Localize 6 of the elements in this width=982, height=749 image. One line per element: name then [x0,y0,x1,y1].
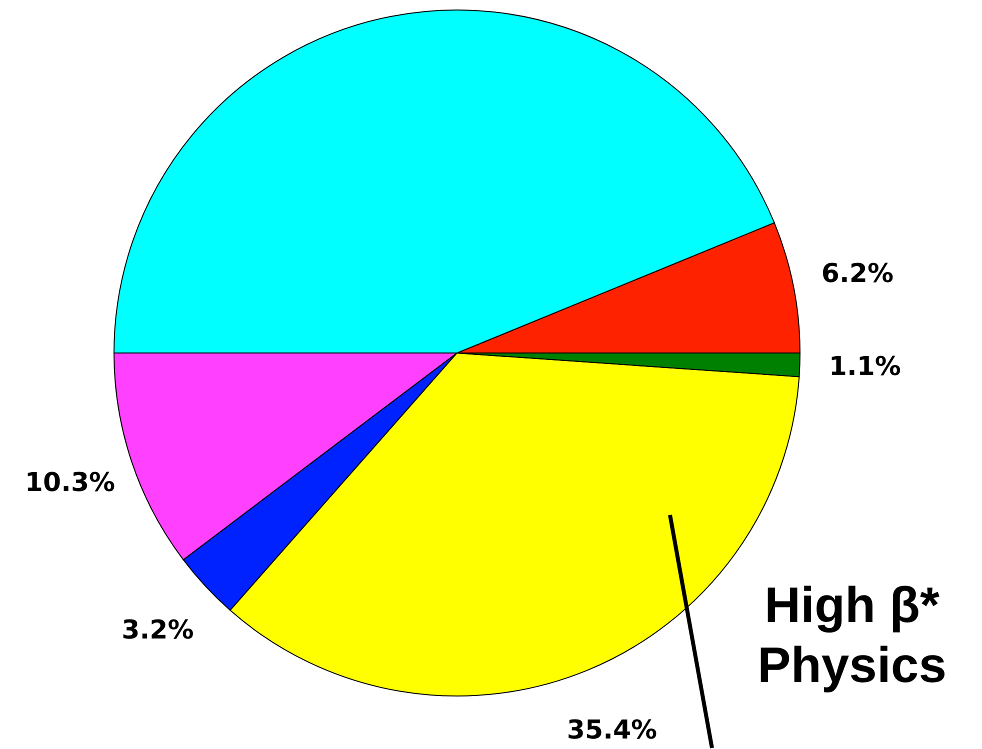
data-label: 10.3% [24,468,116,498]
data-label: 1.1% [828,352,901,382]
data-label: 3.2% [122,616,194,646]
data-label: 35.4% [566,716,658,746]
data-label: 6.2% [821,259,894,289]
text: High β* Physics [757,577,947,693]
